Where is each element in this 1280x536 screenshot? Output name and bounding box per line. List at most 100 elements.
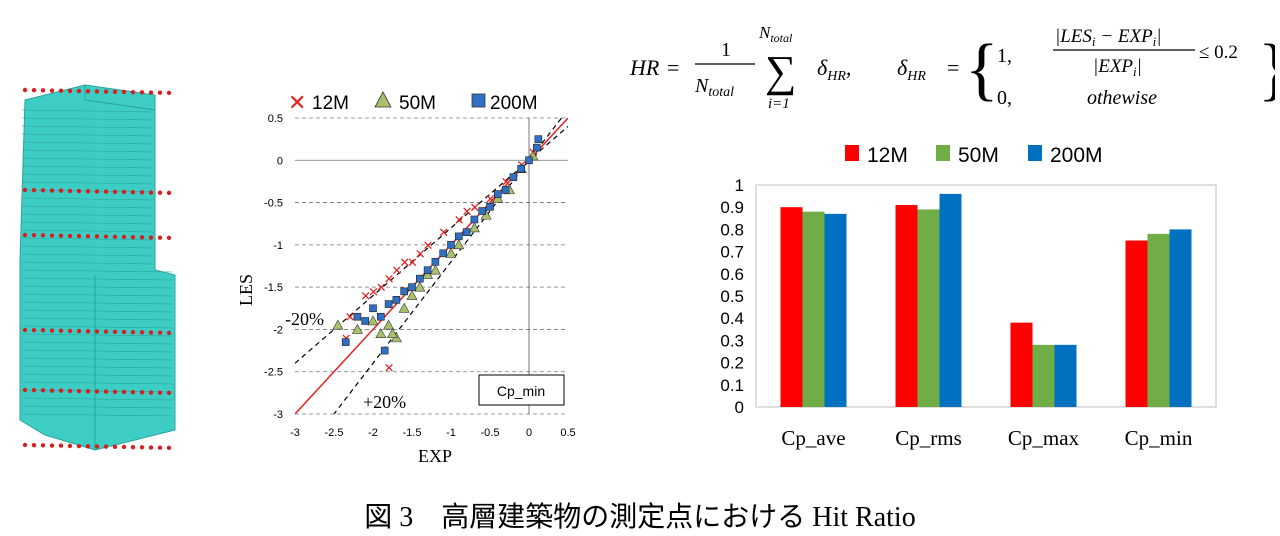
measurement-point <box>139 90 145 95</box>
measurement-point <box>40 328 46 333</box>
bar-ytick-label: 0.6 <box>720 265 744 284</box>
formula-equals-1: = <box>667 55 679 80</box>
measurement-point <box>157 235 163 240</box>
point-200m <box>486 203 494 211</box>
measurement-point <box>67 233 73 239</box>
bar-200m-cp-max <box>1054 344 1077 407</box>
bar-12m-cp-rms <box>895 204 918 407</box>
measurement-point <box>157 445 163 450</box>
scatter-ytick-label: -1 <box>273 240 283 252</box>
figure-caption: 図 3 高層建築物の測定点における Hit Ratio <box>364 502 916 533</box>
measurement-point <box>94 444 100 449</box>
floor-line <box>21 293 174 297</box>
legend-bar-50m-swatch <box>936 145 950 161</box>
measurement-point <box>22 187 28 193</box>
measurement-point <box>130 389 136 395</box>
bar-ytick-label: 0 <box>735 398 744 417</box>
measurement-point <box>76 443 82 449</box>
bar-categories: Cp_ave Cp_rms Cp_max Cp_min <box>781 426 1192 450</box>
floor-line <box>21 397 174 401</box>
measurement-points <box>22 87 172 451</box>
scatter-ticks: 0.5 0 -0.5 -1 -1.5 -2 -2.5 -3 -3 -2.5 -2 -1.5 -1 -0.5… <box>264 113 576 439</box>
point-50m <box>398 302 410 313</box>
formula-right-brace: } <box>1258 31 1275 108</box>
floor-line <box>21 301 174 305</box>
point-200m <box>439 249 447 258</box>
floor-line <box>21 317 174 321</box>
point-200m <box>447 241 455 249</box>
measurement-point <box>121 234 127 240</box>
measurement-point <box>67 388 73 394</box>
measurement-point <box>49 328 55 333</box>
point-200m <box>369 304 377 313</box>
formula-equals-2: = <box>947 55 959 80</box>
floor-line <box>21 269 174 273</box>
point-200m <box>400 287 408 296</box>
measurement-point <box>157 390 163 395</box>
floor-line <box>21 149 154 153</box>
floor-line <box>21 253 154 257</box>
measurement-point <box>166 90 172 96</box>
scatter-xtick-label: -3 <box>290 427 300 439</box>
floor-line <box>21 405 174 409</box>
point-50m <box>406 289 418 300</box>
point-12m: ✕ <box>368 285 379 300</box>
scatter-legend: ✕ 12M 50M 200M <box>288 91 538 116</box>
legend-12m-label: 12M <box>312 93 349 114</box>
floor-line <box>21 165 154 169</box>
legend-bar-50m-label: 50M <box>958 144 999 167</box>
point-200m <box>517 164 526 173</box>
scatter-xtick-label: -1 <box>446 427 456 439</box>
measurement-point <box>112 329 118 334</box>
measurement-point <box>22 442 28 448</box>
point-12m: ✕ <box>454 213 465 228</box>
formula-case1-denominator: |EXPi| <box>1093 56 1142 79</box>
floor-line <box>21 325 174 329</box>
measurement-point <box>49 443 55 448</box>
point-50m <box>383 319 395 330</box>
floor-line <box>21 133 154 137</box>
measurement-point <box>22 387 28 393</box>
floor-line <box>21 341 174 345</box>
floor-line <box>21 413 174 417</box>
scatter-ytick-label: 0.5 <box>268 113 283 125</box>
measurement-point <box>121 189 127 195</box>
measurement-point <box>157 90 163 95</box>
building-floor-lines <box>21 109 174 417</box>
measurement-point <box>31 232 37 238</box>
measurement-point <box>31 87 37 93</box>
point-200m <box>384 300 393 308</box>
scatter-xtick-label: -2 <box>368 427 378 439</box>
formula-case1-le: ≤ 0.2 <box>1199 42 1238 63</box>
bar-category-label: Cp_rms <box>895 426 962 450</box>
measurement-point <box>85 444 91 449</box>
bar-ytick-label: 0.9 <box>720 198 744 217</box>
measurement-point <box>94 189 100 194</box>
measurement-point <box>112 234 118 239</box>
measurement-point <box>85 189 91 194</box>
point-50m <box>367 315 379 326</box>
point-50m <box>445 247 457 258</box>
floor-line <box>21 125 154 129</box>
measurement-point <box>76 188 82 194</box>
measurement-point <box>103 329 109 334</box>
bar-ytick-label: 0.2 <box>720 354 744 373</box>
measurement-point <box>166 390 172 396</box>
measurement-point <box>121 329 127 335</box>
floor-line <box>21 173 154 177</box>
bar-y-ticks: 0 0.1 0.2 0.3 0.4 0.5 0.6 0.7 0.8 0.9 1 <box>720 176 744 417</box>
floor-line <box>21 373 174 377</box>
point-200m <box>431 257 440 266</box>
measurement-point <box>103 89 109 94</box>
measurement-point <box>58 443 64 448</box>
legend-bar-12m-label: 12M <box>867 144 908 167</box>
bar-ytick-label: 0.3 <box>720 331 744 350</box>
floor-line <box>21 285 174 289</box>
scatter-xtick-label: 0.5 <box>560 427 575 439</box>
floor-line <box>21 333 174 337</box>
point-50m <box>414 281 426 292</box>
point-50m <box>351 323 363 334</box>
bar-chart: 12M 50M 200M 0 0.1 0.2 0.3 0.4 0.5 0.6 0.7 0.8 0.… <box>720 144 1217 450</box>
floor-line <box>21 365 174 369</box>
legend-12m-marker: ✕ <box>288 91 306 116</box>
